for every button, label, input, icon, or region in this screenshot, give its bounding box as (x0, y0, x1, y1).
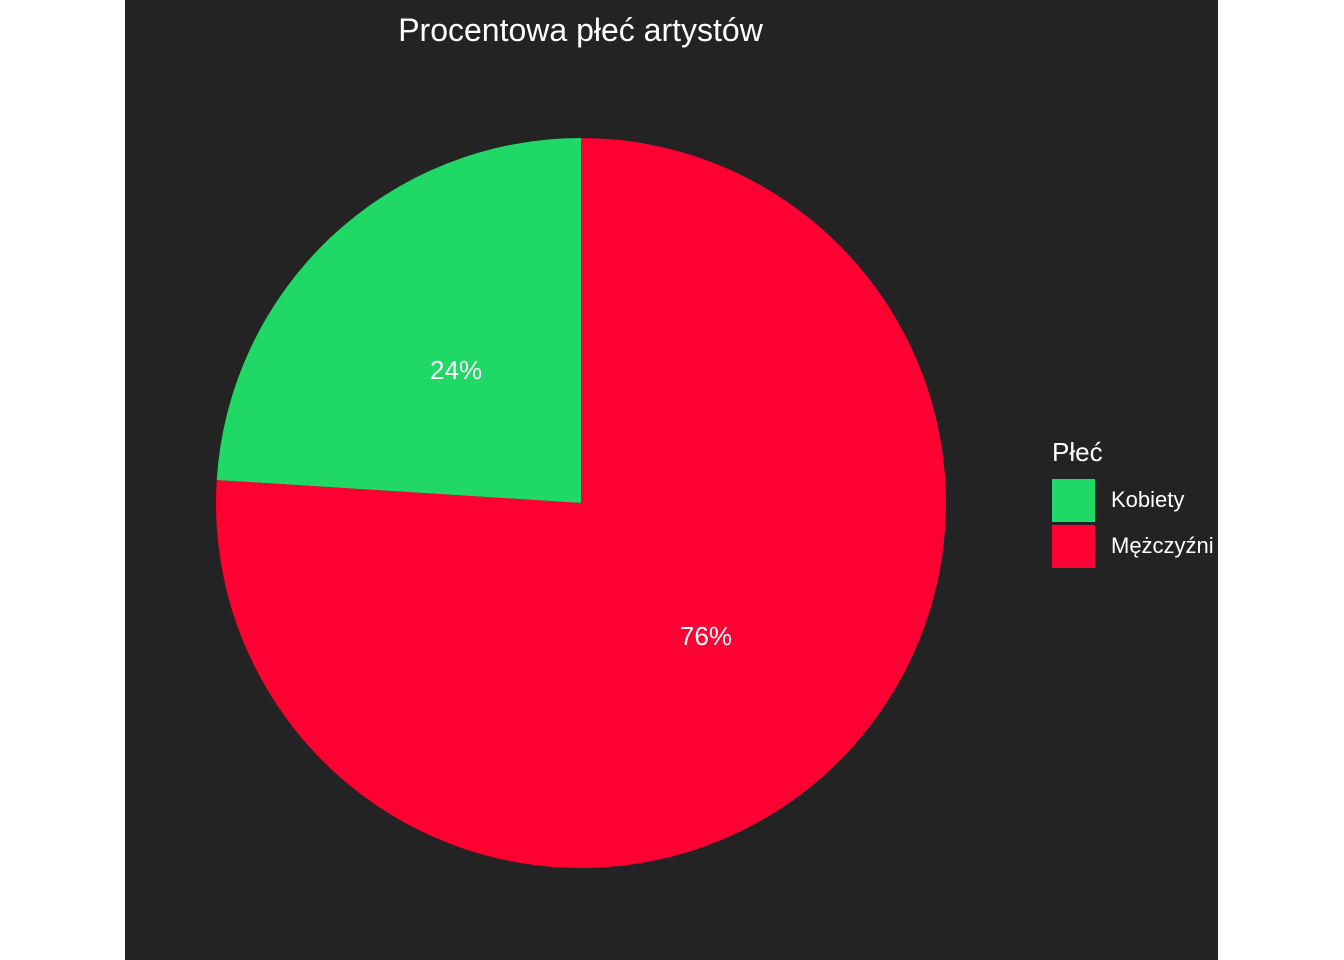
plot-background: Procentowa płeć artystów 24% 76% Płeć Kob… (125, 0, 1218, 960)
legend-label-mezczyzni: Mężczyźni (1111, 533, 1214, 558)
slice-label-kobiety: 24% (430, 355, 482, 385)
legend-swatch-kobiety (1052, 478, 1095, 522)
legend-swatch-mezczyzni (1052, 524, 1095, 568)
chart-title: Procentowa płeć artystów (398, 12, 763, 48)
pie-slice-kobiety (216, 138, 581, 503)
legend-label-kobiety: Kobiety (1111, 487, 1185, 512)
slice-label-mezczyzni: 76% (680, 621, 732, 651)
legend-title: Płeć (1052, 437, 1103, 467)
legend-item-kobiety: Kobiety (1052, 477, 1214, 523)
pie-slice-mezczyzni (216, 138, 946, 869)
legend: Płeć Kobiety Mężczyźni (1052, 437, 1214, 569)
legend-item-mezczyzni: Mężczyźni (1052, 523, 1214, 569)
pie-chart: 24% 76% (216, 138, 946, 869)
